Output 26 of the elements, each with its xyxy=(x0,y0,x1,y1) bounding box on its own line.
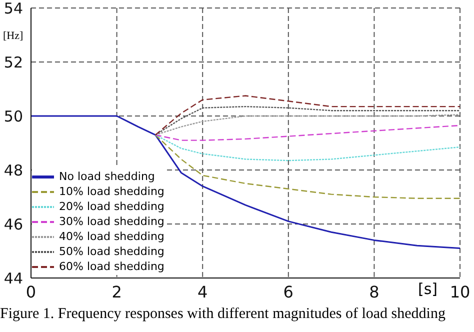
legend-label: No load shedding xyxy=(59,169,155,184)
x-tick-label: 4 xyxy=(198,282,208,302)
y-tick-label: 46 xyxy=(4,215,23,234)
legend-label: 50% load shedding xyxy=(59,244,164,259)
y-tick-label: 44 xyxy=(4,269,23,288)
legend-label: 20% load shedding xyxy=(59,199,164,214)
x-axis-title: [s] xyxy=(418,280,438,298)
legend-label: 60% load shedding xyxy=(59,259,164,274)
x-tick-label: 10 xyxy=(450,282,470,302)
x-tick-label: 2 xyxy=(112,282,122,302)
legend-label: 10% load shedding xyxy=(59,184,164,199)
line-series xyxy=(154,134,460,162)
y-tick-label: 54 xyxy=(4,0,23,18)
line-series xyxy=(154,95,460,136)
legend-label: 40% load shedding xyxy=(59,229,164,244)
line-series xyxy=(154,124,460,141)
x-tick-label: 8 xyxy=(369,282,380,302)
line-series xyxy=(154,114,460,136)
x-tick-label: 0 xyxy=(26,282,36,302)
x-tick-label: 6 xyxy=(283,282,294,302)
y-tick-label: 50 xyxy=(4,107,23,126)
legend-label: 30% load shedding xyxy=(59,214,164,229)
y-axis-title: [Hz] xyxy=(3,30,24,42)
y-tick-label: 48 xyxy=(4,161,23,180)
caption: Figure 1. Frequency responses with different magnitudes of load shedding xyxy=(0,306,446,323)
y-tick-label: 52 xyxy=(4,53,23,72)
